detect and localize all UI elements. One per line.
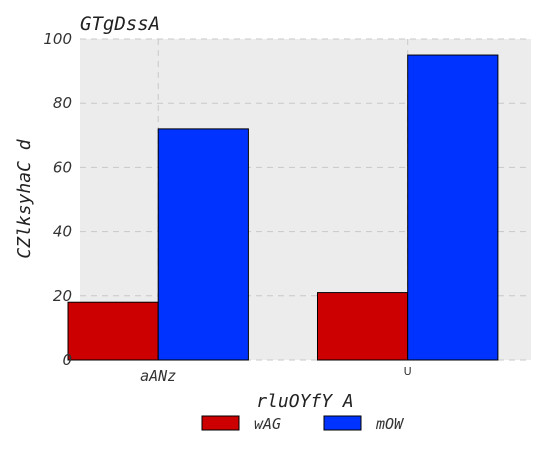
x-tick-label: aANz xyxy=(140,367,176,385)
x-tick-label: U xyxy=(404,365,412,378)
y-tick-label: 40 xyxy=(53,223,72,241)
legend-label: wAG xyxy=(254,415,281,433)
y-tick-label: 60 xyxy=(53,158,72,176)
y-axis-ticks: 0 20 40 60 80 100 xyxy=(43,30,72,369)
legend-swatch xyxy=(323,415,362,431)
legend: wAG mOW xyxy=(201,415,405,433)
y-tick-label: 0 xyxy=(62,351,72,369)
x-axis-label: rluOYfY A xyxy=(256,391,354,412)
legend-swatch xyxy=(201,415,240,431)
legend-label: mOW xyxy=(375,415,405,433)
chart-title: GTgDssA xyxy=(80,13,160,35)
bar xyxy=(157,128,249,361)
bar xyxy=(407,54,499,361)
bars xyxy=(67,54,499,361)
y-tick-label: 100 xyxy=(43,30,72,48)
bar xyxy=(67,301,159,361)
bar xyxy=(317,292,409,361)
y-tick-label: 80 xyxy=(53,94,72,112)
x-axis-ticks: aANz U xyxy=(140,365,412,385)
y-axis-label: CZlksyhaC d xyxy=(14,138,35,258)
y-tick-label: 20 xyxy=(53,287,72,305)
